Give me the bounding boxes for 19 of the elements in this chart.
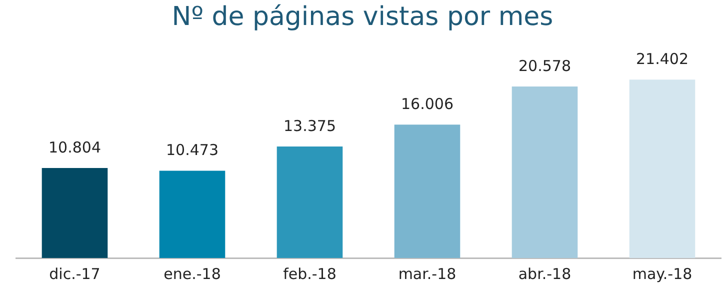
data-label: 13.375 <box>284 116 336 135</box>
x-tick-label: may.-18 <box>632 264 692 283</box>
bar <box>159 170 226 258</box>
bar <box>512 86 578 258</box>
x-tick-label: mar.-18 <box>398 264 456 283</box>
data-label: 20.578 <box>518 56 571 75</box>
chart-title: Nº de páginas vistas por mes <box>170 2 554 32</box>
x-tick-label: dic.-17 <box>49 264 100 283</box>
bar <box>42 168 108 258</box>
x-tick-label: ene.-18 <box>164 264 221 283</box>
bar <box>276 146 343 258</box>
x-tick-label: abr.-18 <box>518 264 572 283</box>
data-label: 21.402 <box>636 50 688 68</box>
data-label: 10.804 <box>48 138 101 156</box>
bar <box>394 124 460 258</box>
bar <box>629 80 696 258</box>
data-label: 16.006 <box>401 95 454 114</box>
data-label: 10.473 <box>166 141 218 160</box>
x-tick-label: feb.-18 <box>283 264 336 283</box>
